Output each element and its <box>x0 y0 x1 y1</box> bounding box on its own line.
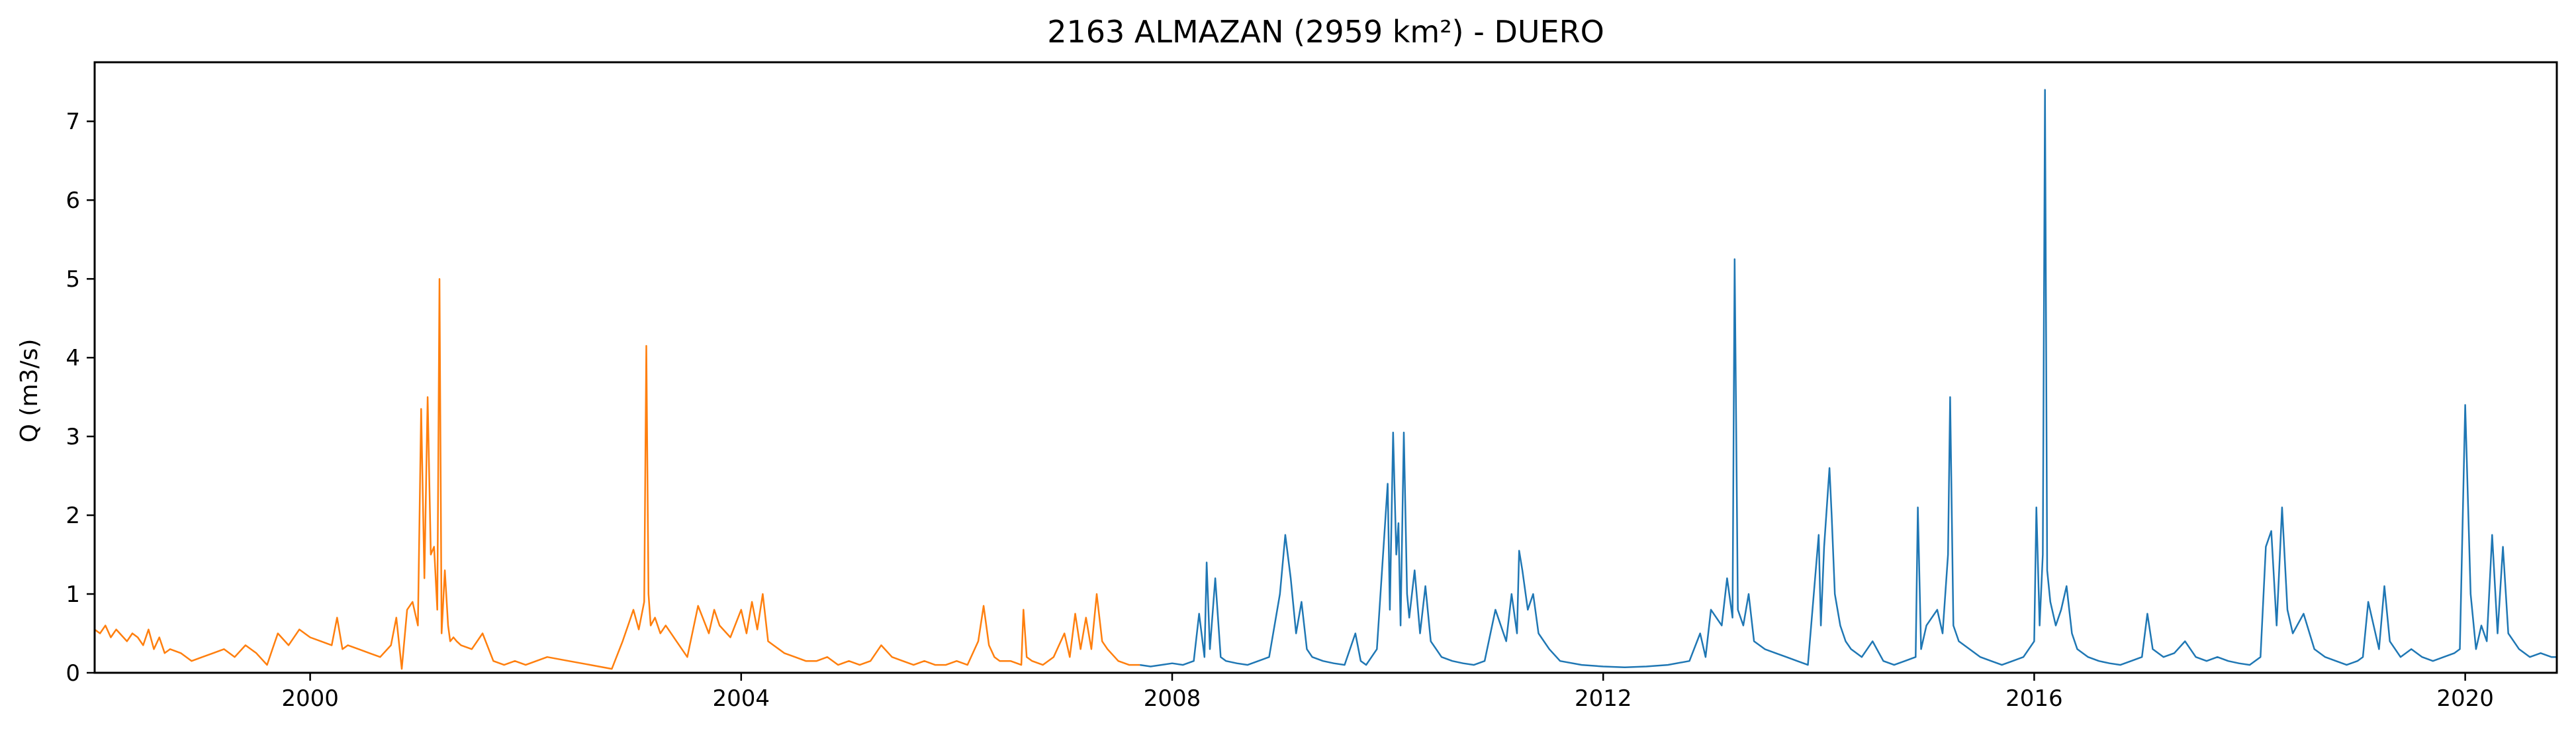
y-tick-label: 1 <box>66 581 80 608</box>
series-line-2 <box>1140 89 2557 668</box>
x-tick-label: 2008 <box>1144 685 1201 712</box>
y-tick-label: 6 <box>66 187 80 214</box>
y-axis-title: Q (m3/s) <box>16 339 43 443</box>
x-tick-label: 2000 <box>281 685 339 712</box>
y-tick-label: 3 <box>66 424 80 450</box>
series-layer <box>94 89 2557 670</box>
plot-frame <box>93 61 2558 674</box>
y-tick-label: 2 <box>66 503 80 529</box>
x-tick-label: 2012 <box>1575 685 1632 712</box>
x-tick-label: 2020 <box>2436 685 2494 712</box>
x-tick-label: 2004 <box>713 685 770 712</box>
chart-title: 2163 ALMAZAN (2959 km²) - DUERO <box>1047 14 1604 50</box>
y-tick-label: 7 <box>66 109 80 135</box>
axes-layer: 2000 2004 2008 2012 2016 2020 0 1 2 3 4 5 6 7 <box>66 109 2494 712</box>
y-tick-label: 0 <box>66 660 80 687</box>
y-tick-label: 4 <box>66 345 80 371</box>
x-tick-label: 2016 <box>2005 685 2063 712</box>
series-line-1 <box>94 277 1140 670</box>
y-tick-label: 5 <box>66 266 80 293</box>
